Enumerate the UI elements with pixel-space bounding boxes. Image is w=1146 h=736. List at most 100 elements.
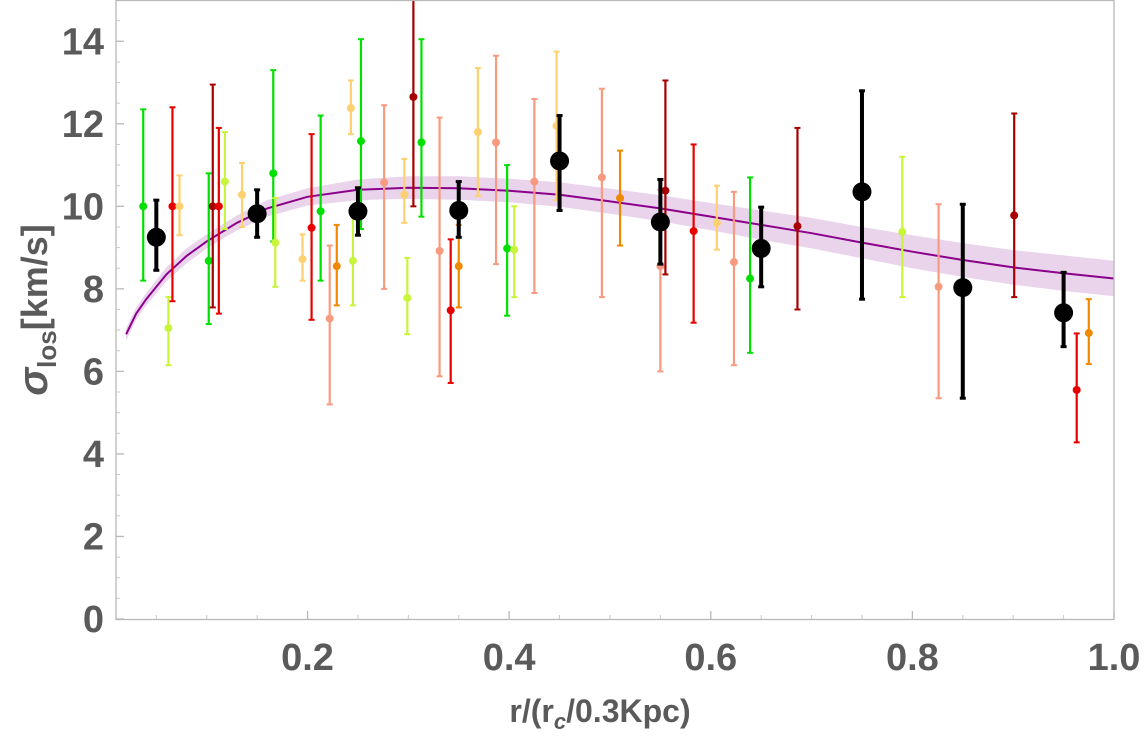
scatter-point — [510, 245, 519, 254]
scatter-point-group — [298, 233, 307, 282]
scatter-point — [492, 138, 501, 147]
scatter-point — [298, 255, 307, 264]
scatter-point — [530, 177, 539, 186]
binned-point-group — [751, 205, 771, 289]
scatter-point — [208, 202, 217, 211]
scatter-point-group — [503, 164, 512, 317]
scatter-point-group — [934, 203, 943, 400]
y-tick-label: 6 — [83, 351, 104, 393]
y-axis-label-post: [km/s] — [14, 224, 55, 330]
scatter-point-group — [1072, 332, 1081, 444]
scatter-point — [164, 324, 173, 333]
y-tick-label: 10 — [62, 186, 104, 228]
scatter-point-group — [661, 79, 670, 276]
scatter-point-group — [325, 244, 334, 406]
binned-point — [1054, 303, 1074, 323]
x-tick-label: 0.2 — [281, 637, 334, 679]
scatter-point-group — [435, 116, 444, 378]
scatter-point — [139, 202, 148, 211]
scatter-point-group — [316, 114, 325, 282]
scatter-point-group — [168, 106, 177, 303]
scatter-point-group — [729, 190, 738, 367]
scatter-point-group — [380, 104, 389, 290]
x-tick-label: 0.8 — [886, 637, 939, 679]
scatter-point-group — [356, 38, 365, 231]
scatter-point — [204, 256, 213, 265]
scatter-point — [712, 218, 721, 227]
scatter-point-group — [403, 256, 412, 336]
binned-point-group — [550, 114, 570, 212]
scatter-point — [746, 274, 755, 283]
scatter-point — [689, 227, 698, 236]
model-curve-layer — [125, 186, 1114, 335]
scatter-point-group — [1010, 112, 1019, 299]
scatter-point-group — [473, 67, 482, 198]
y-tick-label: 2 — [83, 516, 104, 558]
scatter-point-group — [238, 162, 247, 228]
scatter-point-group — [409, 0, 418, 208]
scatter-point — [271, 238, 280, 247]
binned-point — [650, 212, 670, 232]
scatter-point-group — [1084, 298, 1093, 365]
scatter-point — [409, 92, 418, 101]
x-axis-ticks: 0.2 0.4 0.6 0.8 1.0 — [155, 611, 1141, 679]
scatter-point — [1072, 385, 1081, 394]
scatter-point-group — [492, 54, 501, 266]
binned-point — [146, 227, 166, 247]
binned-point-group — [852, 89, 872, 301]
scatter-point-group — [510, 205, 519, 299]
scatter-point — [446, 306, 455, 315]
x-axis-label: r/(rc/0.3Kpc) — [509, 693, 690, 734]
binned-point — [953, 278, 973, 298]
binned-point-group — [449, 180, 469, 239]
binned-point-group — [348, 186, 368, 237]
scatter-point-group — [348, 211, 357, 307]
binned-point — [247, 204, 267, 224]
x-axis-label-pre: r/(r — [509, 693, 553, 729]
scatter-point-group — [446, 238, 455, 384]
x-tick-label: 0.6 — [684, 637, 737, 679]
scatter-point — [348, 256, 357, 265]
scatter-point — [400, 190, 409, 199]
scatter-point-group — [346, 79, 355, 136]
binned-point-group — [650, 178, 670, 266]
scatter-point — [332, 262, 341, 271]
scatter-point — [238, 190, 247, 199]
scatter-point — [934, 282, 943, 291]
binned-point-group — [146, 198, 166, 272]
scatter-point-group — [597, 87, 606, 299]
scatter-point-group — [332, 223, 341, 307]
scatter-point — [435, 246, 444, 255]
binned-point-group — [247, 188, 267, 239]
scatter-point — [793, 222, 802, 231]
x-tick-label: 1.0 — [1088, 637, 1141, 679]
scatter-point — [403, 293, 412, 302]
binned-point — [550, 151, 570, 171]
scatter-point-group — [400, 157, 409, 224]
y-axis-label-sub: los — [32, 330, 62, 368]
scatter-point-group — [616, 149, 625, 247]
scatter-point-group — [898, 155, 907, 299]
scatter-point — [661, 186, 670, 195]
scatter-point-group — [793, 126, 802, 311]
binned-series-layer — [146, 89, 1074, 400]
scatter-point — [325, 314, 334, 323]
scatter-point — [1084, 329, 1093, 338]
binned-point-group — [1054, 270, 1074, 349]
x-tick-label: 0.4 — [483, 637, 536, 679]
scatter-point — [473, 128, 482, 137]
model-curve — [125, 186, 1114, 335]
y-axis-label: σlos[km/s] — [9, 224, 62, 395]
y-tick-label: 14 — [62, 21, 104, 63]
scatter-point — [898, 227, 907, 236]
binned-point — [852, 182, 872, 202]
binned-point — [348, 201, 368, 221]
scatter-point-group — [214, 126, 223, 315]
scatter-point-group — [164, 296, 173, 367]
scatter-point — [316, 207, 325, 216]
x-axis-label-sub: c — [554, 709, 566, 734]
scatter-point-group — [208, 83, 217, 309]
y-tick-label: 0 — [83, 599, 104, 641]
scatter-point-group — [417, 38, 426, 218]
